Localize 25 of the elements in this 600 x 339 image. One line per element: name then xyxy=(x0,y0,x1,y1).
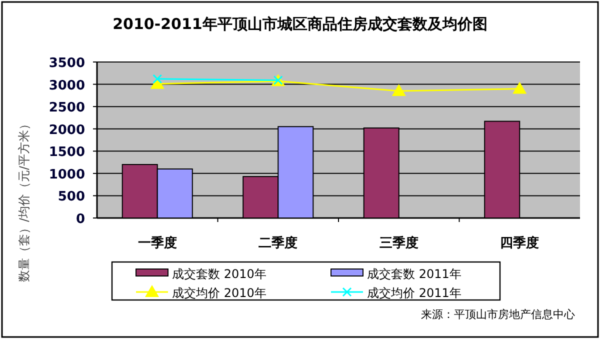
legend-label: 成交均价 2011年 xyxy=(367,286,462,300)
bar xyxy=(484,120,520,218)
bar xyxy=(242,176,279,218)
legend-label: 成交套数 2011年 xyxy=(367,267,462,281)
y-tick-label: 2000 xyxy=(48,122,85,138)
y-tick-label: 500 xyxy=(58,190,85,205)
bar xyxy=(122,164,158,218)
x-tick-label: 一季度 xyxy=(138,235,177,251)
y-tick-label: 2500 xyxy=(48,100,85,116)
y-tick-label: 3000 xyxy=(48,78,85,94)
x-tick-label: 二季度 xyxy=(258,235,298,251)
bar xyxy=(156,168,193,218)
y-tick-label: 0 xyxy=(76,212,85,227)
x-tick-label: 四季度 xyxy=(500,235,540,251)
legend-label: 成交套数 2010年 xyxy=(172,267,266,281)
y-tick-label: 1000 xyxy=(48,167,85,182)
chart-title: 2010-2011年平顶山市城区商品住房成交套数及均价图 xyxy=(112,15,488,33)
legend-label: 成交均价 2010年 xyxy=(172,286,266,300)
y-tick-label: 3500 xyxy=(48,56,85,71)
y-tick-label: 1500 xyxy=(48,145,85,160)
x-tick-label: 三季度 xyxy=(379,235,418,251)
bar xyxy=(363,127,400,218)
bar xyxy=(278,126,314,218)
y-axis-title: 数量（套）/均价（元/平方米） xyxy=(17,118,31,282)
source-note: 来源：平顶山市房地产信息中心 xyxy=(421,308,575,321)
